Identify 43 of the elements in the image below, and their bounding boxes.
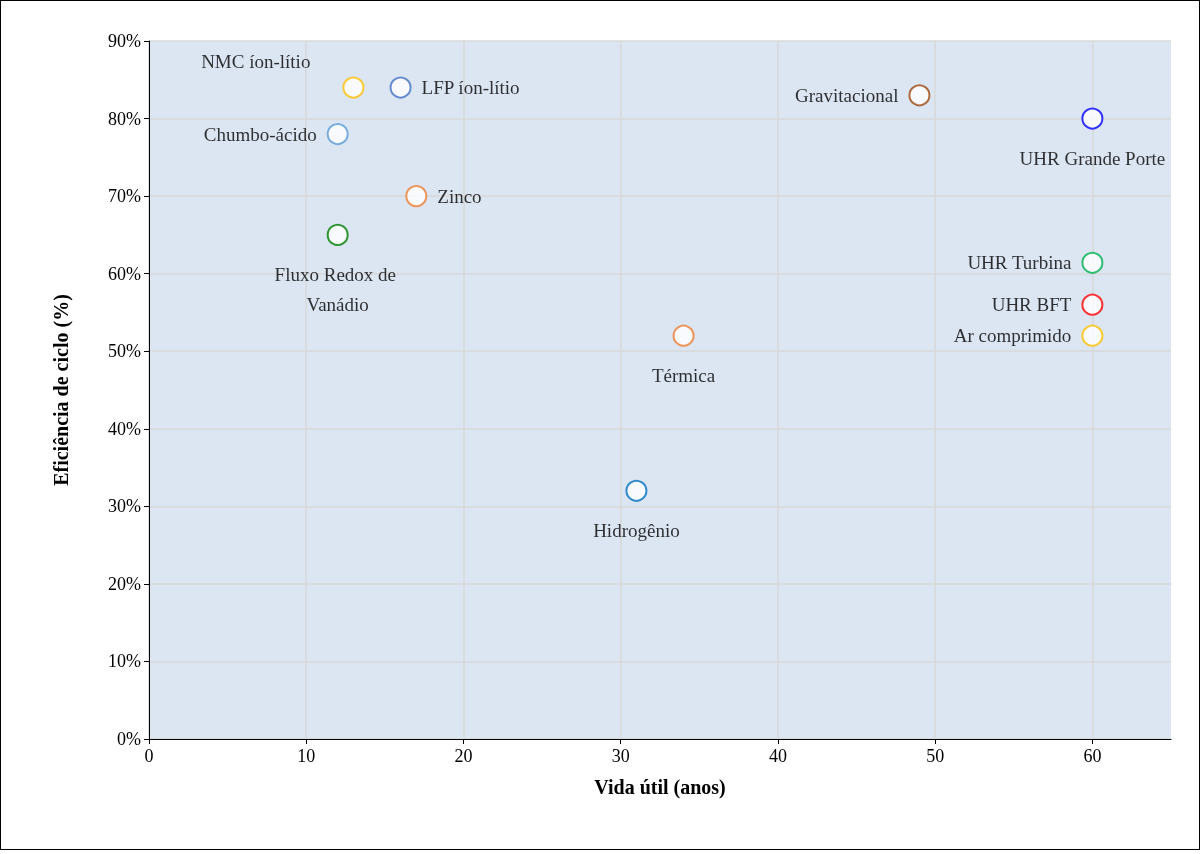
point [389,76,412,99]
y-tick-label: 20% [108,573,141,594]
x-tick-label: 10 [297,746,316,766]
x-tick-label: 50 [926,746,945,766]
point [1081,251,1104,274]
series-label: Gravitacional [795,84,899,106]
y-tick-label: 70% [108,186,141,207]
y-axis-title: Eficiência de ciclo (%) [50,294,73,486]
x-tick-label: 20 [454,746,473,766]
series-label: NMC íon-lítio [201,51,311,73]
point [625,479,648,502]
series-label: Hidrogênio [593,520,680,542]
series-label: UHR BFT [991,294,1072,316]
y-tick-label: 30% [108,496,141,517]
series-label: LFP íon-lítio [421,77,520,99]
text: Fluxo Redox de Vanádio [274,264,401,316]
point [908,84,931,107]
y-tick-label: 40% [108,418,141,439]
y-tick-label: 50% [108,341,141,362]
x-tick-label: 0 [144,746,154,766]
point [672,324,695,347]
x-tick-label: 30 [611,746,630,766]
y-tick-label: 60% [108,263,141,284]
y-tick-label: 80% [108,108,141,129]
series-label: Ar comprimido [953,325,1072,347]
x-axis-title: Vida útil (anos) [594,776,726,799]
point [1081,293,1104,316]
x-tick-label: 40 [768,746,787,766]
point [326,123,349,146]
x-tick-label: 60 [1083,746,1102,766]
point [326,223,349,246]
series-label: UHR Grande Porte [1019,148,1166,170]
series-label: Chumbo-ácido [203,123,317,145]
point [1081,107,1104,130]
y-tick-label: 10% [108,651,141,672]
series-label: Térmica [651,365,716,387]
point [405,185,428,208]
series-label: Zinco [437,185,482,207]
point [1081,324,1104,347]
y-tick-label: 0% [117,729,141,749]
point [342,76,365,99]
y-tick-label: 90% [108,31,141,51]
series-label: UHR Turbina [967,252,1072,274]
